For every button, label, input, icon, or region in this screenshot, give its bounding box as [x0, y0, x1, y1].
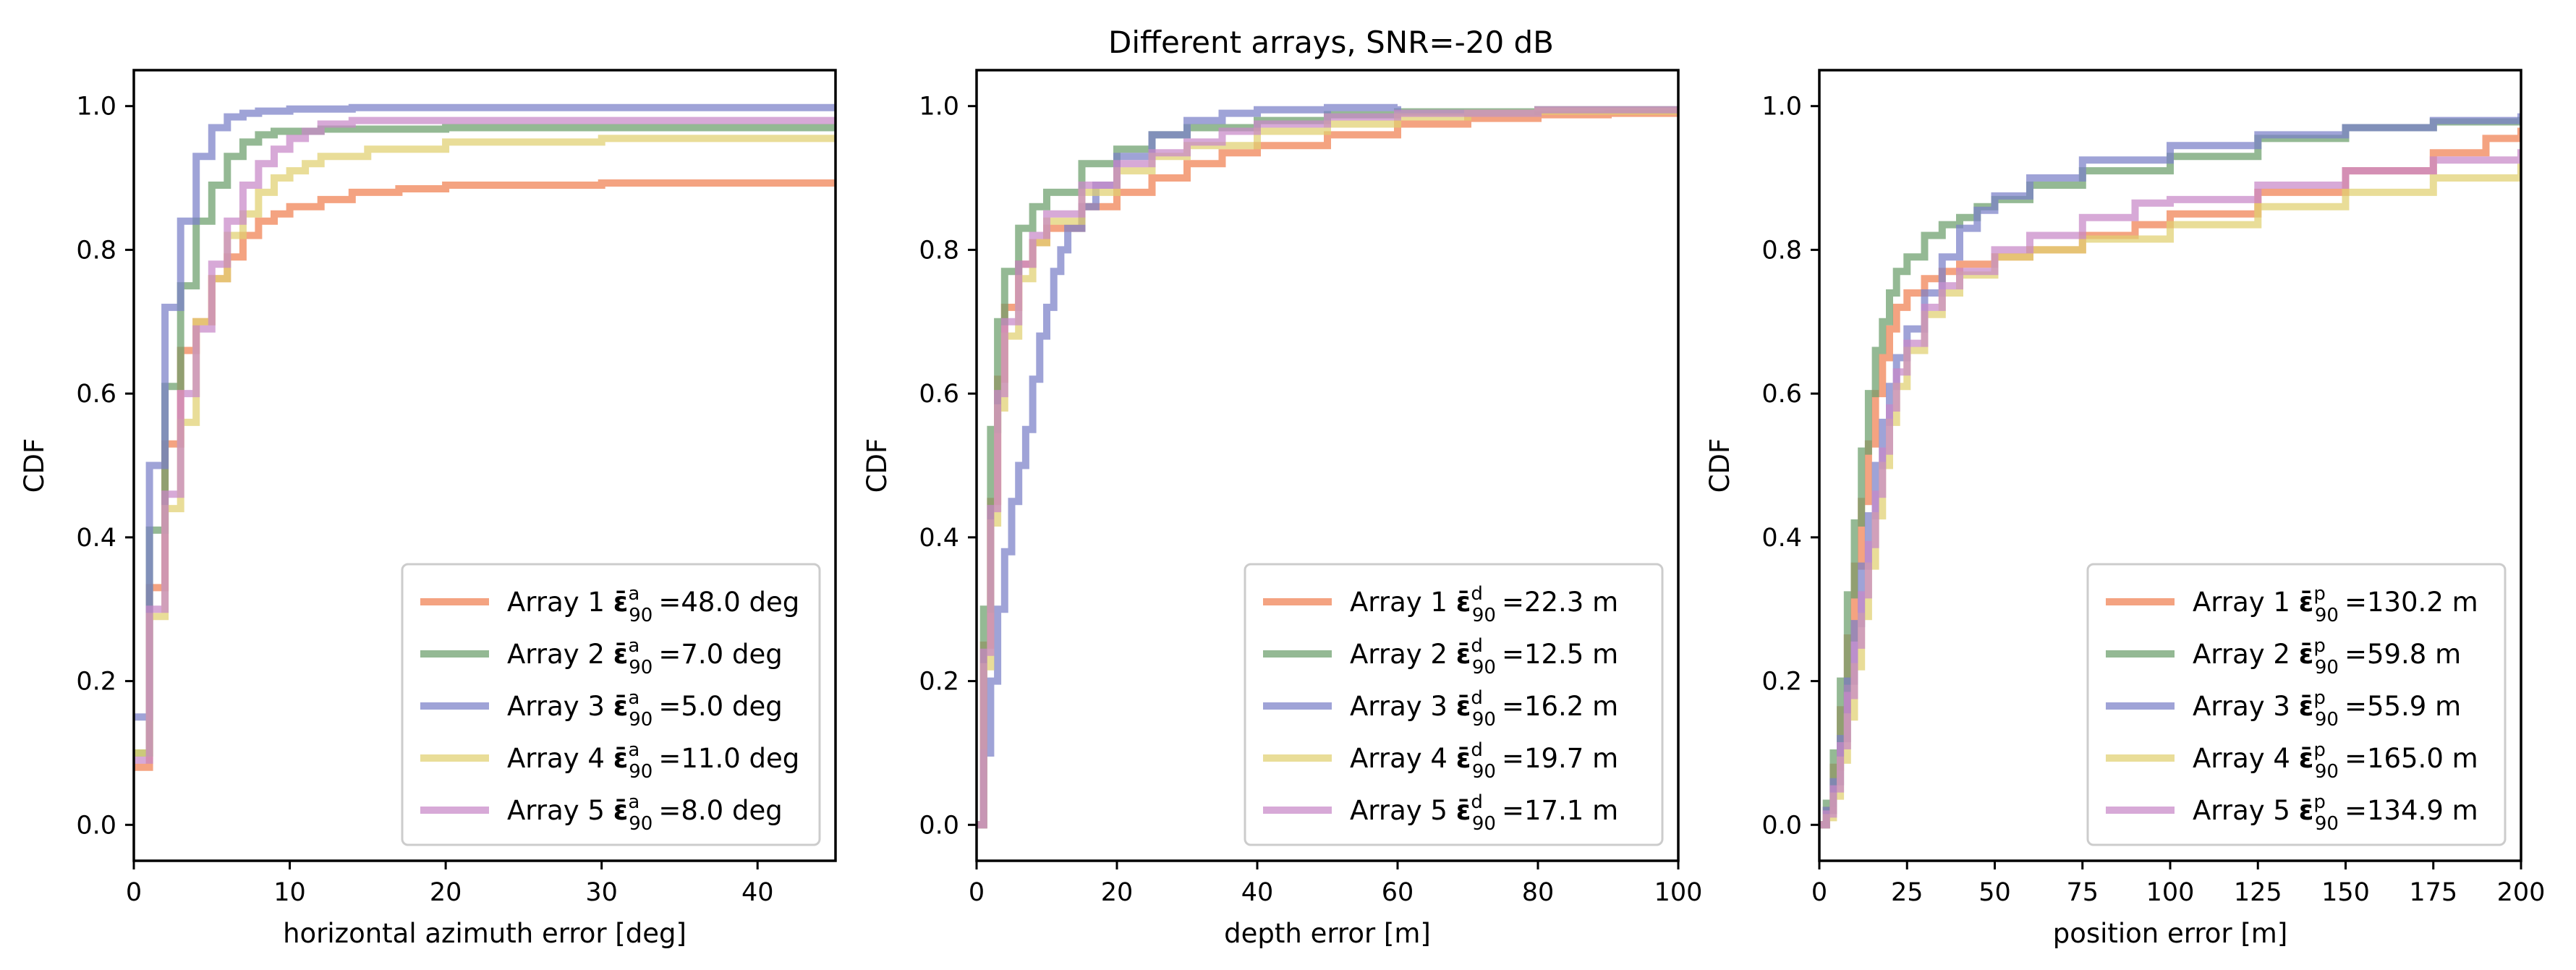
x-tick-label: 50: [1978, 878, 2011, 907]
series-line-3: [134, 103, 836, 721]
x-tick-label: 0: [969, 878, 985, 907]
legend-entry: Array 3 ε̄p 90 =55.9 m: [2193, 687, 2461, 731]
y-tick-label: 0.8: [76, 236, 116, 265]
legend-entry: Array 2 ε̄p 90 =59.8 m: [2193, 635, 2461, 678]
series-group: [1819, 113, 2521, 829]
y-tick-label: 1.0: [76, 93, 116, 122]
x-tick-label: 60: [1382, 878, 1414, 907]
y-axis-label: CDF: [1704, 438, 1735, 493]
legend-entry: Array 1 ε̄d 90 =22.3 m: [1350, 583, 1618, 626]
x-tick-label: 20: [430, 878, 462, 907]
legend-entry: Array 2 ε̄a 90 =7.0 deg: [507, 635, 783, 678]
x-tick-label: 0: [1811, 878, 1827, 907]
x-axis-label: horizontal azimuth error [deg]: [283, 918, 686, 949]
legend-entry: Array 1 ε̄p 90 =130.2 m: [2193, 583, 2478, 626]
legend-entry: Array 3 ε̄a 90 =5.0 deg: [507, 687, 783, 731]
plot-frame: [975, 69, 1680, 862]
y-tick-label: 0.8: [919, 236, 959, 265]
legend-box: [1244, 563, 1664, 846]
x-axis-label: depth error [m]: [1224, 918, 1431, 949]
y-tick-label: 0.2: [76, 668, 116, 697]
series-line-5: [977, 106, 1678, 829]
x-tick-label: 30: [585, 878, 618, 907]
series-line-5: [134, 116, 836, 764]
x-tick-label: 80: [1522, 878, 1555, 907]
y-tick-label: 0.0: [1761, 811, 1802, 840]
x-tick-label: 75: [2066, 878, 2099, 907]
chart-panel-2: 0 20 40 60 80 100 0.0 0.2 0.4 0.6 0.8 1.0 depth erro…: [862, 69, 1703, 949]
series-group: [977, 103, 1678, 829]
x-axis-label: position error [m]: [2053, 918, 2288, 949]
legend-entry: Array 5 ε̄p 90 =134.9 m: [2193, 791, 2478, 835]
y-tick-label: 0.6: [919, 380, 959, 409]
y-tick-label: 0.4: [76, 524, 116, 553]
y-tick-label: 1.0: [1761, 93, 1802, 122]
x-tick-label: 40: [1241, 878, 1274, 907]
legend-entry: Array 4 ε̄a 90 =11.0 deg: [507, 739, 799, 783]
figure-title: Different arrays, SNR=-20 dB: [1108, 25, 1554, 60]
x-tick-label: 25: [1891, 878, 1924, 907]
legend-box: [2086, 563, 2507, 846]
y-tick-label: 0.0: [919, 811, 959, 840]
x-tick-label: 175: [2409, 878, 2457, 907]
legend: Array 1 ε̄p 90 =130.2 m Array 2 ε̄p 90 =59.8 …: [2086, 563, 2507, 846]
chart-panel-1: 0 10 20 30 40 0.0 0.2 0.4 0.6 0.8 1.0 horizontal az…: [19, 69, 837, 949]
legend-entry: Array 5 ε̄a 90 =8.0 deg: [507, 791, 783, 835]
y-tick-label: 0.2: [1761, 668, 1802, 697]
y-tick-label: 0.8: [1761, 236, 1802, 265]
x-tick-label: 20: [1101, 878, 1134, 907]
y-tick-label: 0.6: [76, 380, 116, 409]
series-line-3: [1819, 113, 2521, 829]
y-tick-label: 0.2: [919, 668, 959, 697]
y-axis-label: CDF: [862, 438, 893, 493]
legend-box: [401, 563, 821, 846]
legend: Array 1 ε̄d 90 =22.3 m Array 2 ε̄d 90 =12.5 m…: [1244, 563, 1664, 846]
legend-entry: Array 3 ε̄d 90 =16.2 m: [1350, 687, 1618, 731]
y-tick-label: 0.6: [1761, 380, 1802, 409]
plot-frame: [132, 69, 837, 862]
x-tick-label: 10: [273, 878, 306, 907]
legend-entry: Array 1 ε̄a 90 =48.0 deg: [507, 583, 799, 626]
legend-entry: Array 4 ε̄p 90 =165.0 m: [2193, 739, 2478, 783]
legend-entry: Array 4 ε̄d 90 =19.7 m: [1350, 739, 1618, 783]
series-line-3: [977, 103, 1401, 829]
chart-panel-3: 0 25 50 75 100 125 150 175 200 0.0 0.2 0.4 0.6 0.8 1.0…: [1704, 69, 2546, 949]
y-axis-label: CDF: [19, 438, 50, 493]
y-tick-label: 1.0: [919, 93, 959, 122]
legend: Array 1 ε̄a 90 =48.0 deg Array 2 ε̄a 90 =7.0 …: [401, 563, 821, 846]
x-tick-label: 40: [741, 878, 774, 907]
x-tick-label: 100: [2146, 878, 2195, 907]
x-tick-label: 200: [2497, 878, 2546, 907]
x-tick-label: 0: [126, 878, 142, 907]
x-tick-label: 150: [2321, 878, 2370, 907]
x-tick-label: 125: [2234, 878, 2282, 907]
y-tick-label: 0.4: [919, 524, 959, 553]
y-tick-label: 0.0: [76, 811, 116, 840]
x-tick-label: 100: [1654, 878, 1703, 907]
y-tick-label: 0.4: [1761, 524, 1802, 553]
legend-entry: Array 5 ε̄d 90 =17.1 m: [1350, 791, 1618, 835]
series-line-5: [1819, 149, 2521, 829]
legend-entry: Array 2 ε̄d 90 =12.5 m: [1350, 635, 1618, 678]
series-group: [134, 103, 836, 771]
panels: 0 10 20 30 40 0.0 0.2 0.4 0.6 0.8 1.0 horizontal az…: [19, 69, 2546, 949]
